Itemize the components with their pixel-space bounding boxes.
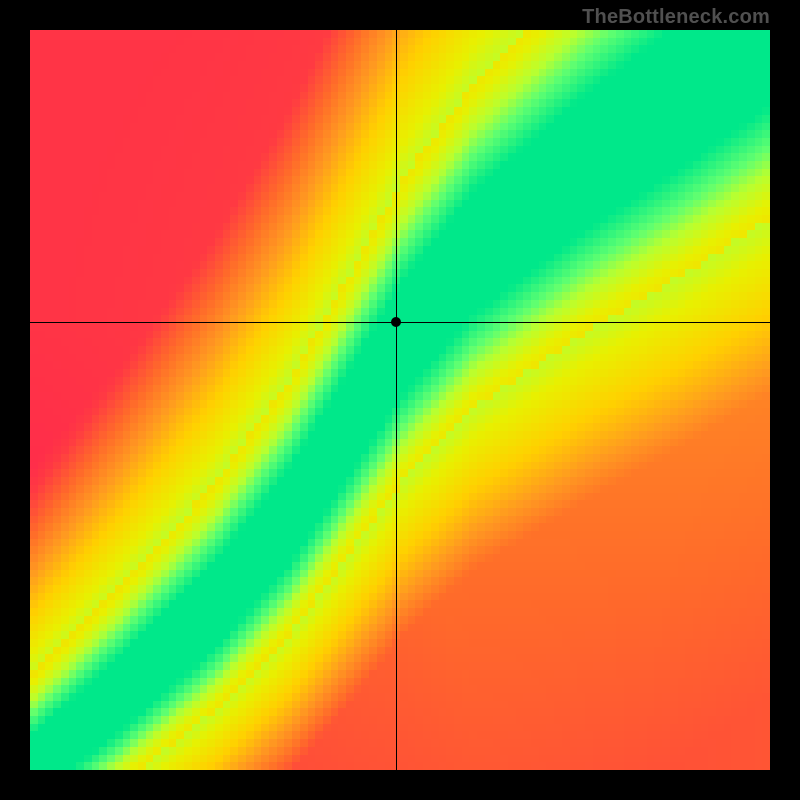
chart-container: TheBottleneck.com (0, 0, 800, 800)
marker-dot (391, 317, 401, 327)
crosshair-vertical (396, 30, 397, 770)
watermark-text: TheBottleneck.com (582, 6, 770, 29)
plot-area (30, 30, 770, 770)
heatmap-canvas (30, 30, 770, 770)
